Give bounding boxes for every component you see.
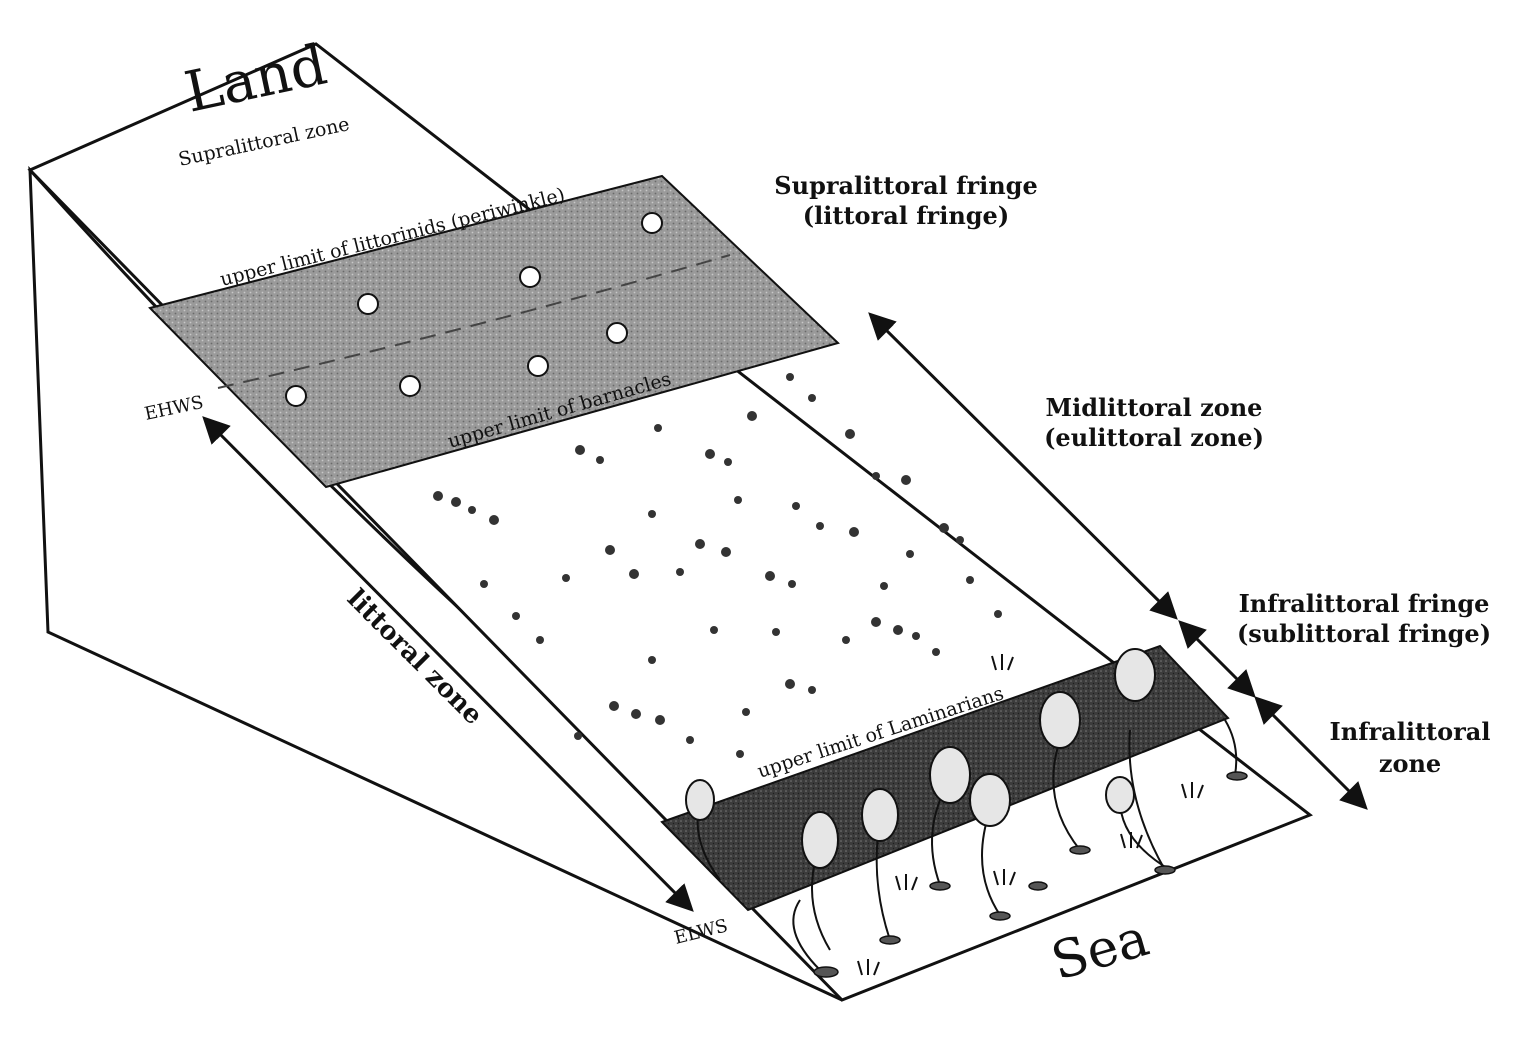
littoral-zone-arrow — [202, 416, 694, 912]
infralittoral-fringe-arrow — [1178, 620, 1256, 698]
eulittoral-zone-label: (eulittoral zone) — [1044, 423, 1264, 452]
littoral-fringe-label: (littoral fringe) — [803, 201, 1009, 230]
midlittoral-zone-label: Midlittoral zone — [1046, 393, 1263, 422]
periwinkle-group — [285, 212, 663, 407]
sublittoral-fringe-label: (sublittoral fringe) — [1237, 619, 1491, 648]
barnacle-limit-dashed-line — [217, 254, 731, 389]
infralittoral-zone-label-2: zone — [1379, 749, 1441, 778]
infralittoral-zone-arrow — [1254, 696, 1368, 810]
kelp-holdfasts — [813, 771, 1248, 978]
supralittoral-fringe-label: Supralittoral fringe — [774, 171, 1037, 200]
sea-label: Sea — [1045, 908, 1155, 993]
infralittoral-zone-label: Infralittoral — [1330, 717, 1491, 746]
kelp-fronds — [685, 648, 1156, 869]
infralittoral-fringe-label: Infralittoral fringe — [1239, 589, 1490, 618]
midlittoral-arrow — [868, 312, 1178, 620]
seagrass-tufts — [857, 654, 1204, 976]
